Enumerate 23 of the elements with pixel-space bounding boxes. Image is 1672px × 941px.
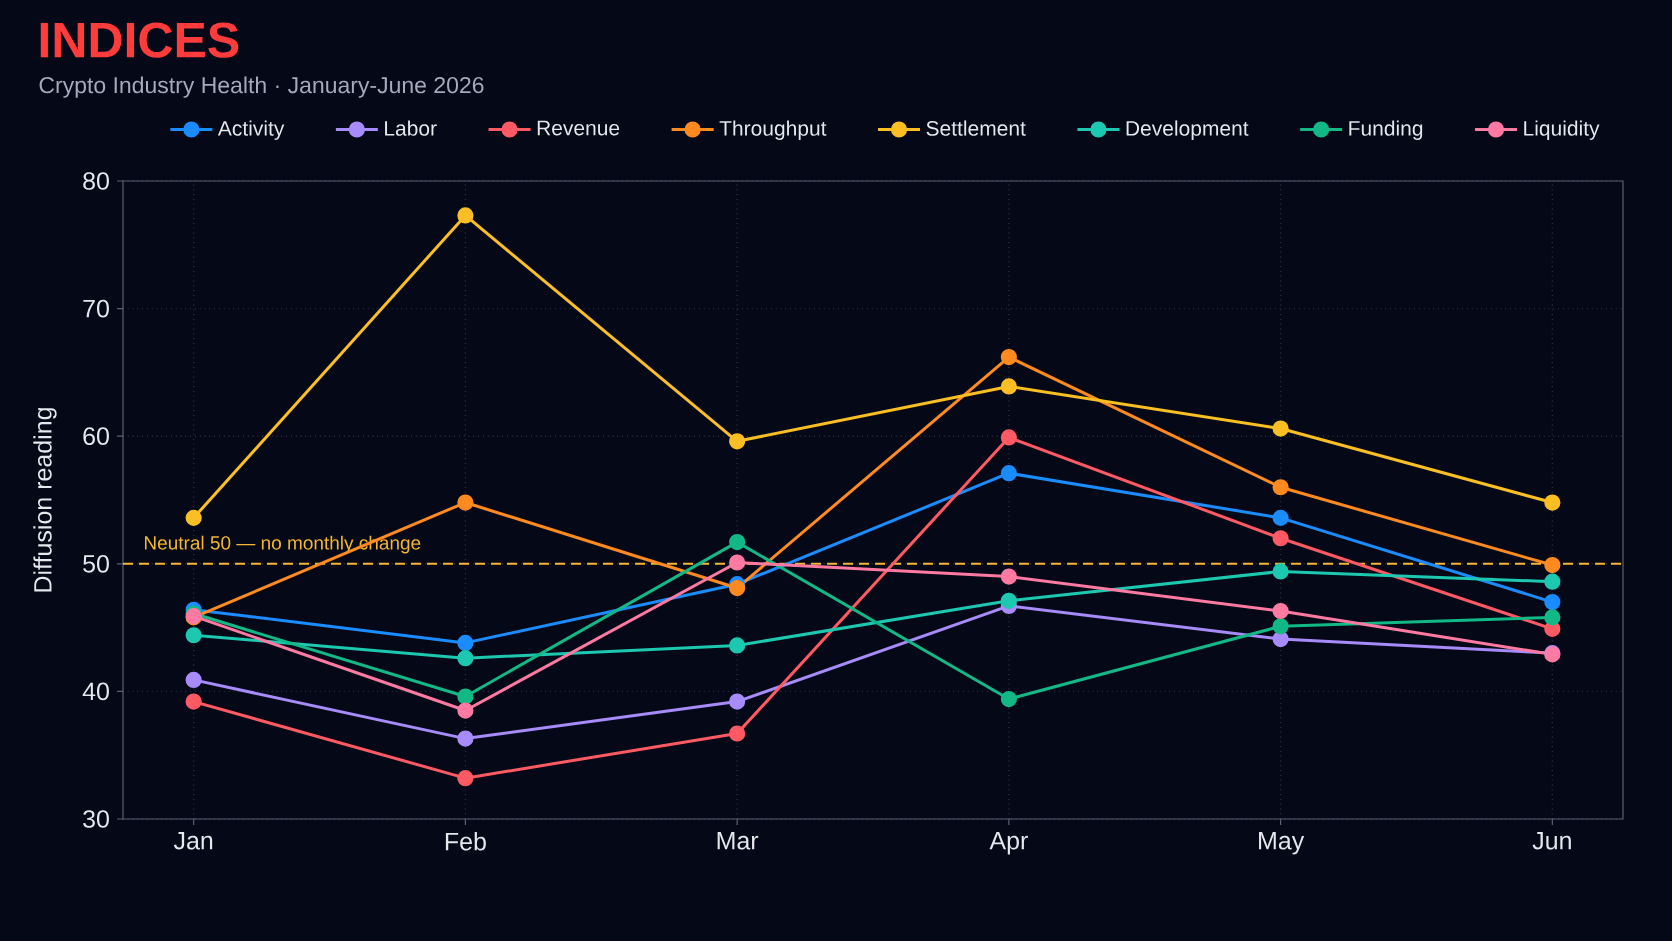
y-tick-label: 70 <box>83 299 109 318</box>
legend-label: Activity <box>217 120 285 140</box>
x-tick-label: Feb <box>445 832 486 851</box>
y-tick-label: 40 <box>82 682 109 701</box>
x-tick-label: Jun <box>1532 832 1571 850</box>
legend-label: Liquidity <box>1524 120 1600 140</box>
y-tick-label: 60 <box>83 427 109 446</box>
chart-subtitle: Crypto Industry Health · January-June 2026 <box>39 76 484 98</box>
y-axis-title: Diffusion reading <box>33 408 57 592</box>
y-tick-label: 30 <box>83 810 109 828</box>
y-tick-label: 80 <box>83 172 109 190</box>
legend-label: Development <box>1126 120 1249 140</box>
legend-label: Funding <box>1349 120 1423 140</box>
x-tick-label: Mar <box>717 832 759 850</box>
y-tick-label: 50 <box>83 554 109 573</box>
legend-label: Settlement <box>926 120 1026 136</box>
legend-label: Labor <box>385 120 437 136</box>
legend-label: Throughput <box>719 120 827 140</box>
x-tick-label: Apr <box>989 832 1028 855</box>
x-tick-label: Jan <box>173 832 213 850</box>
legend-label: Revenue <box>537 120 620 136</box>
chart-title: INDICES <box>40 22 239 58</box>
x-tick-label: May <box>1259 832 1305 855</box>
